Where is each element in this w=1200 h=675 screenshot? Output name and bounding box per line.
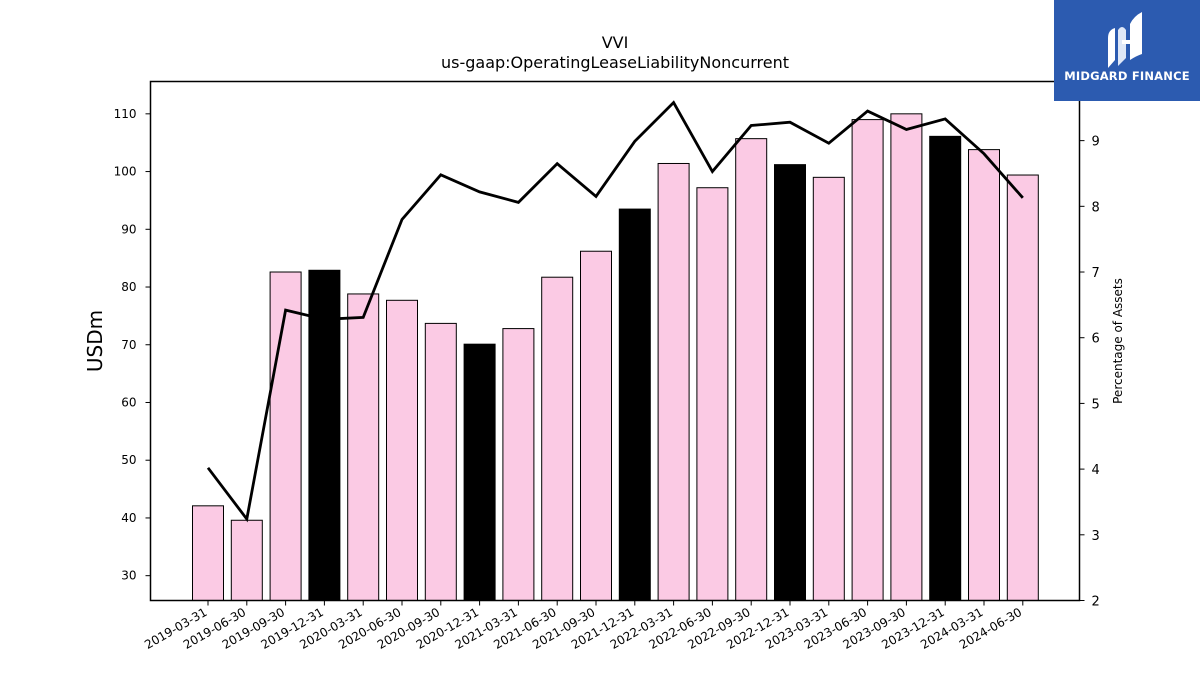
midgard-finance-logo: MIDGARD FINANCE xyxy=(1054,0,1200,101)
y2-axis-label: Percentage of Assets xyxy=(1111,278,1125,404)
y-tick-label: 90 xyxy=(121,222,136,236)
y2-tick-label: 7 xyxy=(1092,266,1100,281)
bar xyxy=(192,505,224,602)
bar xyxy=(541,276,574,601)
bar xyxy=(618,208,651,602)
y-tick-label: 30 xyxy=(121,569,136,583)
chart-title: VVI xyxy=(602,33,629,52)
bar xyxy=(851,119,884,602)
x-axis: 2019-03-312019-06-302019-09-302019-12-31… xyxy=(142,600,1024,652)
y-tick-label: 80 xyxy=(121,280,136,294)
bar xyxy=(890,113,923,601)
bar xyxy=(929,135,962,601)
bar xyxy=(347,293,380,601)
bar xyxy=(502,328,535,601)
bar xyxy=(424,322,457,601)
bar xyxy=(580,250,612,602)
bar xyxy=(386,299,418,601)
y2-tick-label: 9 xyxy=(1092,135,1100,150)
y-axis: 30 40 50 60 70 80 90 100 110 xyxy=(114,107,151,583)
bars-group xyxy=(192,113,1039,602)
bar xyxy=(735,138,768,601)
logo-text: MIDGARD FINANCE xyxy=(1064,69,1190,83)
y2-tick-label: 6 xyxy=(1092,332,1100,347)
y-tick-label: 60 xyxy=(121,395,136,409)
bar xyxy=(463,343,496,601)
line-group xyxy=(206,100,1024,523)
bar xyxy=(696,187,729,601)
bar xyxy=(308,269,341,601)
y-tick-label: 100 xyxy=(114,165,137,179)
y-axis-label: USDm xyxy=(83,310,107,372)
y2-tick-label: 2 xyxy=(1092,595,1100,610)
y-tick-label: 40 xyxy=(121,511,136,525)
y2-tick-label: 5 xyxy=(1092,397,1100,412)
y-tick-label: 70 xyxy=(121,338,136,352)
y2-tick-label: 8 xyxy=(1092,200,1100,215)
plot-frame xyxy=(149,80,1081,602)
y-tick-label: 50 xyxy=(121,453,136,467)
y2-axis: 2 3 4 5 6 7 8 9 xyxy=(1079,135,1100,610)
bar xyxy=(812,176,845,601)
bar xyxy=(774,164,806,602)
bar xyxy=(269,271,302,601)
y2-tick-label: 4 xyxy=(1092,463,1100,478)
bar xyxy=(230,519,263,601)
series-line xyxy=(206,100,1024,523)
bar xyxy=(1006,174,1039,601)
chart-subtitle: us-gaap:OperatingLeaseLiabilityNoncurren… xyxy=(441,53,789,72)
midgard-logo-icon xyxy=(1108,12,1142,68)
y-tick-label: 110 xyxy=(114,107,137,121)
bar xyxy=(968,149,1000,602)
bar xyxy=(657,162,690,601)
y2-tick-label: 3 xyxy=(1092,529,1100,544)
